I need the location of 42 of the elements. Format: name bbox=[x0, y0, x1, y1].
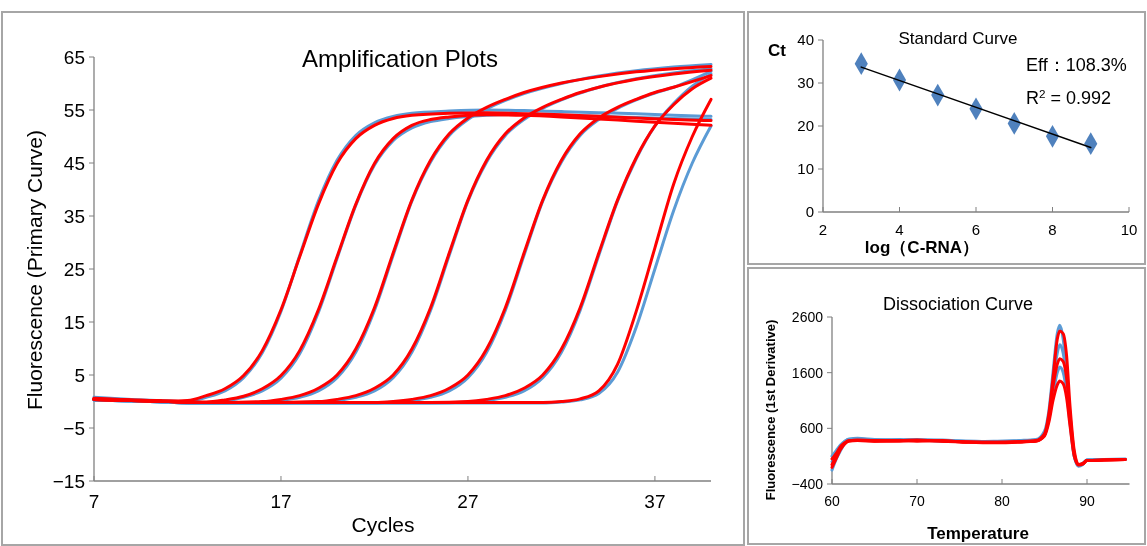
chart-title: Amplification Plots bbox=[301, 45, 499, 72]
x-tick-label: 37 bbox=[644, 491, 666, 512]
y-tick-label: −400 bbox=[791, 475, 824, 492]
y-tick-label: 35 bbox=[63, 205, 85, 227]
y-tick-label: 45 bbox=[63, 152, 85, 174]
annotation: R$^{2}$ = 0.992 bbox=[1026, 86, 1112, 108]
x-tick-label: 60 bbox=[824, 493, 840, 509]
x-tick-label: 27 bbox=[457, 491, 479, 512]
y-tick-label: 5 bbox=[74, 364, 85, 386]
x-axis-title: Temperature bbox=[927, 524, 1029, 543]
y-axis-title: Fluorescence (1st Derivative) bbox=[763, 319, 778, 501]
x-tick-label: 90 bbox=[1079, 493, 1095, 509]
y-tick-label: 600 bbox=[799, 420, 824, 437]
y-tick-label: 2600 bbox=[791, 308, 824, 325]
y-tick-label: 25 bbox=[63, 258, 85, 280]
y-tick-label: 1600 bbox=[791, 364, 824, 381]
y-tick-label: −5 bbox=[63, 417, 85, 439]
x-tick-label: 2 bbox=[818, 221, 828, 238]
x-tick-label: 7 bbox=[88, 491, 100, 512]
y-tick-label: 20 bbox=[797, 117, 814, 135]
y-tick-label: 55 bbox=[63, 99, 85, 121]
y-tick-label: −15 bbox=[52, 470, 85, 492]
y-tick-label: 65 bbox=[63, 46, 85, 68]
chart-title: Standard Curve bbox=[898, 29, 1018, 48]
x-axis-title: log（C-RNA） bbox=[864, 238, 980, 257]
x-axis-title: Cycles bbox=[351, 513, 415, 536]
y-tick-label: 0 bbox=[805, 203, 814, 221]
annotation: Eff：108.3% bbox=[1026, 55, 1127, 75]
x-tick-label: 6 bbox=[971, 221, 981, 238]
y-tick-label: 15 bbox=[63, 311, 85, 333]
chart-title: Dissociation Curve bbox=[882, 294, 1034, 314]
y-tick-label: 10 bbox=[797, 160, 814, 178]
y-axis-title: Ct bbox=[768, 41, 787, 60]
y-tick-label: 40 bbox=[797, 31, 814, 49]
x-tick-label: 10 bbox=[1120, 221, 1138, 238]
x-tick-label: 4 bbox=[895, 221, 904, 238]
y-axis-title: Fluorescence (Primary Curve) bbox=[23, 129, 46, 411]
x-tick-label: 80 bbox=[994, 493, 1010, 509]
x-tick-label: 17 bbox=[270, 491, 292, 512]
x-tick-label: 8 bbox=[1048, 221, 1057, 238]
y-tick-label: 30 bbox=[797, 74, 814, 92]
x-tick-label: 70 bbox=[909, 493, 925, 509]
